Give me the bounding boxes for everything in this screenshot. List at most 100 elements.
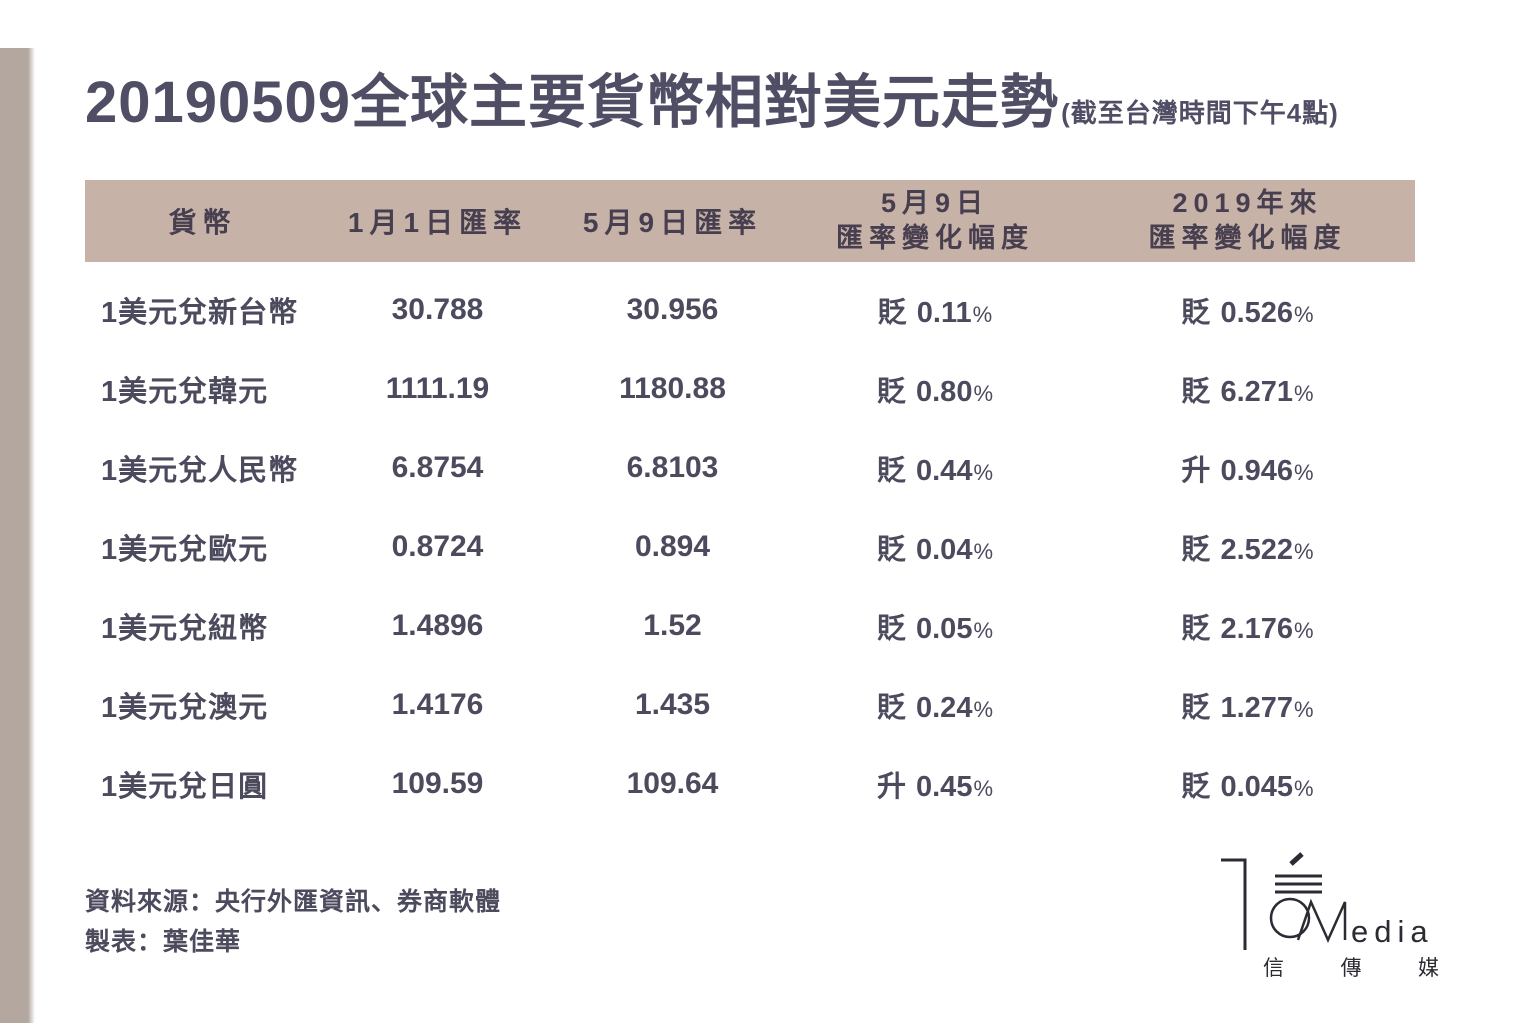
logo-chinese-name: 信 傳 媒 [1263,952,1439,982]
rate-jan1-value: 1.4896 [391,608,484,642]
rate-jan1-value: 30.788 [391,292,484,326]
left-accent-strip [0,48,35,1023]
logo-cn-char: 媒 [1418,957,1439,980]
percent-sign: % [1294,696,1314,722]
header-currency: 貨幣 [168,207,237,238]
ytd-change-direction: 貶 [1181,533,1211,566]
currency-name: 1美元兌日圓 [101,770,269,803]
ytd-change-value: 貶 2.176% [1080,605,1415,647]
ytd-change-number: 2.176 [1220,612,1294,645]
day-change-direction: 升 [876,770,906,803]
day-change-direction: 貶 [876,612,906,645]
ytd-change-direction: 貶 [1181,691,1211,724]
rate-jan1-value: 6.8754 [391,450,484,484]
table-row: 1美元兌日圓 109.59 109.64 升 0.45% 貶 0.045% [85,744,1415,823]
rate-jan1-value: 1111.19 [385,371,490,405]
ytd-change-number: 2.522 [1220,533,1294,566]
currency-name: 1美元兌人民幣 [101,454,299,487]
rate-jan1-value: 1.4176 [391,687,484,721]
rate-jan1-value: 0.8724 [391,529,484,563]
title-note-text: (截至台灣時間下午4點) [1061,98,1339,128]
percent-sign: % [972,301,993,327]
ytd-change-value: 升 0.946% [1080,447,1415,489]
day-change-direction: 貶 [876,454,906,487]
table-row: 1美元兌澳元 1.4176 1.435 貶 0.24% 貶 1.277% [85,665,1415,744]
percent-sign: % [1294,775,1314,801]
rate-may9-value: 1.435 [634,687,711,721]
rate-jan1-value: 109.59 [391,766,484,800]
ytd-change-direction: 貶 [1181,612,1211,645]
ytd-change-number: 1.277 [1220,691,1294,724]
logo-cn-char: 傳 [1340,957,1362,980]
percent-sign: % [973,696,994,722]
ytd-change-value: 貶 1.277% [1080,684,1415,726]
percent-sign: % [1294,380,1314,406]
ytd-change-value: 貶 2.522% [1080,526,1415,568]
logo-cn-char: 信 [1263,957,1284,980]
day-change-number: 0.44 [916,454,973,487]
currency-name: 1美元兌歐元 [101,533,269,566]
fx-rate-table: 貨幣 1月1日匯率 5月9日匯率 5月9日 匯率變化幅度 2019年來 匯率變化… [85,180,1415,823]
ytd-change-value: 貶 0.045% [1080,763,1415,805]
ytd-change-number: 0.526 [1220,296,1294,329]
header-ytd-change: 2019年來 匯率變化幅度 [1080,186,1415,255]
ytd-change-direction: 貶 [1181,375,1211,408]
table-header-row: 貨幣 1月1日匯率 5月9日匯率 5月9日 匯率變化幅度 2019年來 匯率變化… [85,180,1415,262]
ytd-change-value: 貶 0.526% [1080,289,1415,331]
day-change-number: 0.04 [916,533,973,566]
ytd-change-number: 0.045 [1220,770,1294,803]
footer-notes: 資料來源：央行外匯資訊、券商軟體 製表：葉佳華 [85,882,501,962]
header-day-change-line2: 匯率變化幅度 [836,223,1034,253]
rate-may9-value: 1180.88 [619,371,726,405]
currency-name: 1美元兌韓元 [101,375,269,408]
logo-latin-text: edia [1351,914,1434,949]
header-day-change-line1: 5月9日 [880,188,990,219]
percent-sign: % [973,380,994,406]
day-change-direction: 貶 [877,296,907,329]
percent-sign: % [973,775,994,801]
ytd-change-direction: 貶 [1181,296,1211,329]
percent-sign: % [973,617,994,643]
rate-may9-value: 6.8103 [626,450,719,484]
currency-name: 1美元兌澳元 [101,691,269,724]
table-row: 1美元兌人民幣 6.8754 6.8103 貶 0.44% 升 0.946% [85,428,1415,507]
rate-may9-value: 1.52 [643,608,702,642]
day-change-direction: 貶 [876,375,906,408]
percent-sign: % [973,459,994,485]
header-day-change: 5月9日 匯率變化幅度 [790,186,1080,255]
day-change-number: 0.80 [916,375,973,408]
cmedia-logo: edia 信 傳 媒 [1205,850,1450,990]
day-change-value: 貶 0.11% [790,289,1080,331]
header-jan1-rate: 1月1日匯率 [347,207,528,238]
table-row: 1美元兌新台幣 30.788 30.956 貶 0.11% 貶 0.526% [85,270,1415,349]
ytd-change-value: 貶 6.271% [1080,368,1415,410]
header-ytd-change-line2: 匯率變化幅度 [1148,223,1347,253]
day-change-value: 升 0.45% [790,763,1080,805]
table-row: 1美元兌紐幣 1.4896 1.52 貶 0.05% 貶 2.176% [85,586,1415,665]
ytd-change-number: 6.271 [1220,375,1294,408]
ytd-change-direction: 貶 [1181,770,1211,803]
ytd-change-direction: 升 [1181,454,1211,487]
header-may9-rate: 5月9日匯率 [582,207,763,238]
currency-name: 1美元兌新台幣 [101,296,299,329]
day-change-number: 0.45 [916,770,973,803]
percent-sign: % [973,538,994,564]
day-change-number: 0.11 [916,296,972,329]
percent-sign: % [1294,459,1314,485]
table-row: 1美元兌歐元 0.8724 0.894 貶 0.04% 貶 2.522% [85,507,1415,586]
day-change-value: 貶 0.80% [790,368,1080,410]
percent-sign: % [1294,617,1314,643]
day-change-direction: 貶 [876,533,906,566]
currency-name: 1美元兌紐幣 [101,612,269,645]
table-row: 1美元兌韓元 1111.19 1180.88 貶 0.80% 貶 6.271% [85,349,1415,428]
table-author-text: 製表：葉佳華 [85,928,242,956]
data-source-text: 資料來源：央行外匯資訊、券商軟體 [85,888,502,916]
percent-sign: % [1294,538,1314,564]
rate-may9-value: 0.894 [634,529,711,563]
rate-may9-value: 30.956 [626,292,719,326]
page-title: 20190509全球主要貨幣相對美元走勢 (截至台灣時間下午4點) [85,70,1339,137]
cmedia-logo-mark-icon: edia [1221,852,1434,950]
day-change-value: 貶 0.05% [790,605,1080,647]
day-change-value: 貶 0.04% [790,526,1080,568]
